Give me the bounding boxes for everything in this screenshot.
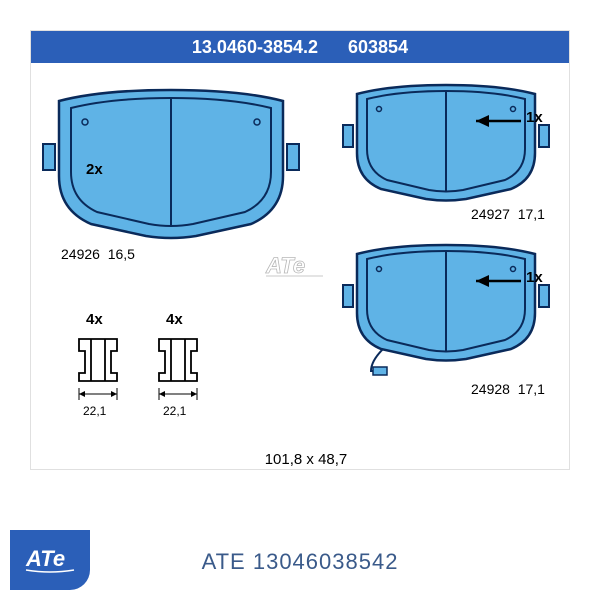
clip-dim-right xyxy=(151,386,206,404)
clip-qty-left: 4x xyxy=(86,311,103,328)
part-number: 13.0460-3854.2 xyxy=(192,37,318,58)
brake-pad-small-top xyxy=(341,81,551,206)
ate-logo-watermark: ATe xyxy=(261,251,331,281)
large-pad-ref: 24926 16,5 xyxy=(61,246,135,262)
brake-pad-large xyxy=(41,86,301,241)
brake-pad-small-bottom xyxy=(341,241,551,381)
short-number: 603854 xyxy=(348,37,408,58)
clip-qty-right: 4x xyxy=(166,311,183,328)
svg-text:ATe: ATe xyxy=(265,253,305,278)
small-top-qty: 1x xyxy=(526,109,543,126)
brand-line: ATE 13046038542 xyxy=(202,549,399,575)
main-dimension: 101,8 x 48,7 xyxy=(211,451,401,468)
clip-left xyxy=(71,331,126,386)
ate-logo-icon: ATe xyxy=(20,540,80,580)
clip-dim-left xyxy=(71,386,126,404)
clip-dim-label-right: 22,1 xyxy=(163,404,186,418)
clip-dim-label-left: 22,1 xyxy=(83,404,106,418)
technical-diagram: 13.0460-3854.2 603854 2x 24926 16,5 1x xyxy=(30,30,570,470)
brand-name: ATE xyxy=(202,549,246,574)
ate-logo-badge: ATe xyxy=(10,530,90,590)
header-bar: 13.0460-3854.2 603854 xyxy=(31,31,569,63)
small-bottom-ref: 24928 17,1 xyxy=(471,381,545,397)
brand-partno: 13046038542 xyxy=(253,549,399,574)
small-bottom-qty: 1x xyxy=(526,269,543,286)
clip-right xyxy=(151,331,206,386)
large-pad-qty: 2x xyxy=(86,161,103,178)
svg-text:ATe: ATe xyxy=(25,546,65,571)
small-top-ref: 24927 17,1 xyxy=(471,206,545,222)
